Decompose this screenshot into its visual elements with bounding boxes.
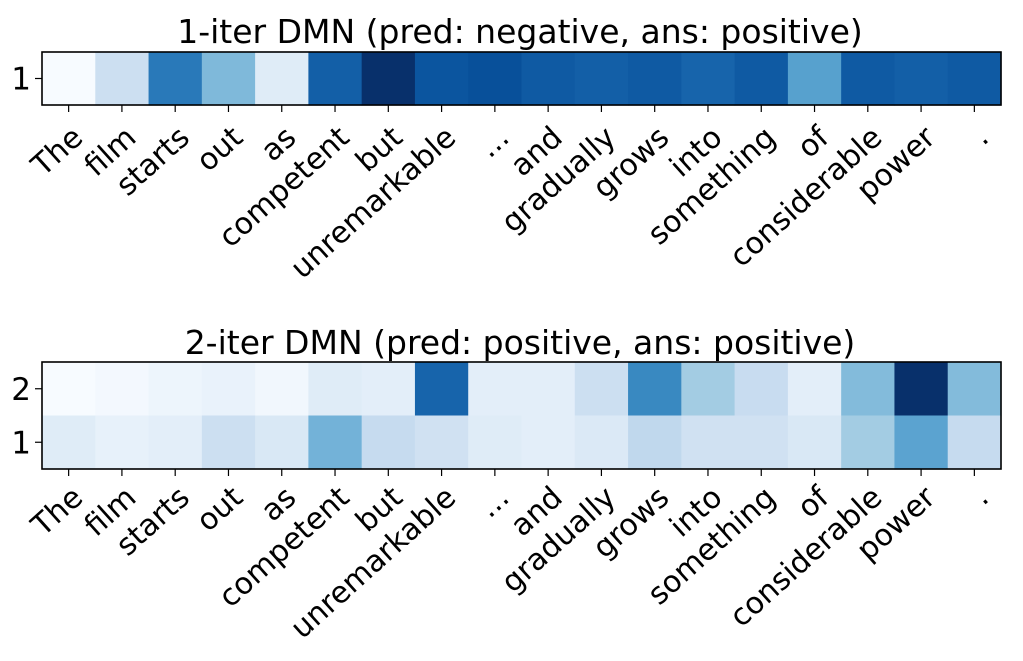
heatmap-1-cell-1-2 [95,52,150,106]
heatmap-2-cell-2-17 [894,362,949,417]
heatmap-2-cell-1-9 [468,415,523,470]
heatmap-1-cell-1-4 [201,52,256,106]
heatmap-2-cell-2-7 [361,362,416,417]
heatmap-1-cell-1-11 [574,52,629,106]
heatmap-2-cell-1-14 [734,415,789,470]
heatmap-2-cell-1-2 [95,415,150,470]
heatmap-1-title: 1-iter DMN (pred: negative, ans: positiv… [177,12,863,51]
heatmap-2-cell-2-18 [947,362,1002,417]
heatmap-2-ytick-label: 2 [11,372,31,408]
heatmap-2-cell-1-15 [787,415,842,470]
heatmap-1-cell-1-18 [947,52,1002,106]
heatmap-2-cell-2-4 [201,362,256,417]
heatmap-1-cell-1-16 [841,52,896,106]
heatmap-1-cell-1-13 [681,52,736,106]
heatmap-2-cell-1-3 [148,415,203,470]
heatmap-2-ytick-label: 1 [11,425,31,461]
heatmap-2-cell-2-10 [521,362,576,417]
heatmap-1-xtick-label: . [965,120,996,152]
heatmap-2-xtick-label: The [24,480,90,544]
heatmap-2-cell-1-17 [894,415,949,470]
heatmap-1-cell-1-6 [308,52,363,106]
heatmap-2-cell-2-12 [628,362,682,417]
heatmap-1-cell-1-5 [255,52,309,106]
heatmap-2-cell-2-3 [148,362,203,417]
heatmap-1-cell-1-1 [42,52,96,106]
heatmap-1-cell-1-3 [148,52,203,106]
heatmap-2-cell-1-16 [841,415,896,470]
heatmap-1-cell-1-15 [787,52,842,106]
heatmap-2-cell-1-12 [628,415,682,470]
heatmap-2-cell-2-9 [468,362,523,417]
heatmap-1-cell-1-9 [468,52,523,106]
heatmap-1-cell-1-7 [361,52,416,106]
heatmap-2-cell-1-6 [308,415,363,470]
heatmap-1-ytick-label: 1 [11,62,31,98]
heatmap-2-title: 2-iter DMN (pred: positive, ans: positiv… [185,323,856,362]
heatmap-2-xtick-label: out [190,480,250,539]
heatmap-2-cell-2-16 [841,362,896,417]
heatmap-2-cell-1-7 [361,415,416,470]
heatmap-2-cell-2-15 [787,362,842,417]
heatmap-2-cell-2-6 [308,362,363,417]
heatmap-2-cell-1-4 [201,415,256,470]
heatmap-1-cell-1-10 [521,52,576,106]
heatmap-2-cell-2-11 [574,362,629,417]
heatmap-2-cell-1-11 [574,415,629,470]
heatmap-2-cell-2-14 [734,362,789,417]
heatmap-2-cell-1-10 [521,415,576,470]
heatmap-2-xtick-label: . [965,480,996,512]
heatmap-1-xtick-label: out [190,120,250,179]
heatmap-2-cell-1-1 [42,415,96,470]
heatmap-2-frame [41,361,1002,470]
heatmap-2-cell-2-13 [681,362,736,417]
heatmap-1-cell-1-17 [894,52,949,106]
heatmap-2-cell-1-8 [414,415,469,470]
heatmap-1-xtick-label: The [24,120,90,184]
heatmap-2-cell-2-5 [255,362,309,417]
heatmap-1-cell-1-8 [414,52,469,106]
heatmap-2-cell-2-1 [42,362,96,417]
heatmap-2-cell-1-5 [255,415,309,470]
heatmap-2-cell-1-18 [947,415,1002,470]
heatmap-2-cell-2-8 [414,362,469,417]
heatmap-2-cell-1-13 [681,415,736,470]
heatmap-1-cell-1-14 [734,52,789,106]
heatmap-1-cell-1-12 [628,52,682,106]
heatmap-2-cell-2-2 [95,362,150,417]
